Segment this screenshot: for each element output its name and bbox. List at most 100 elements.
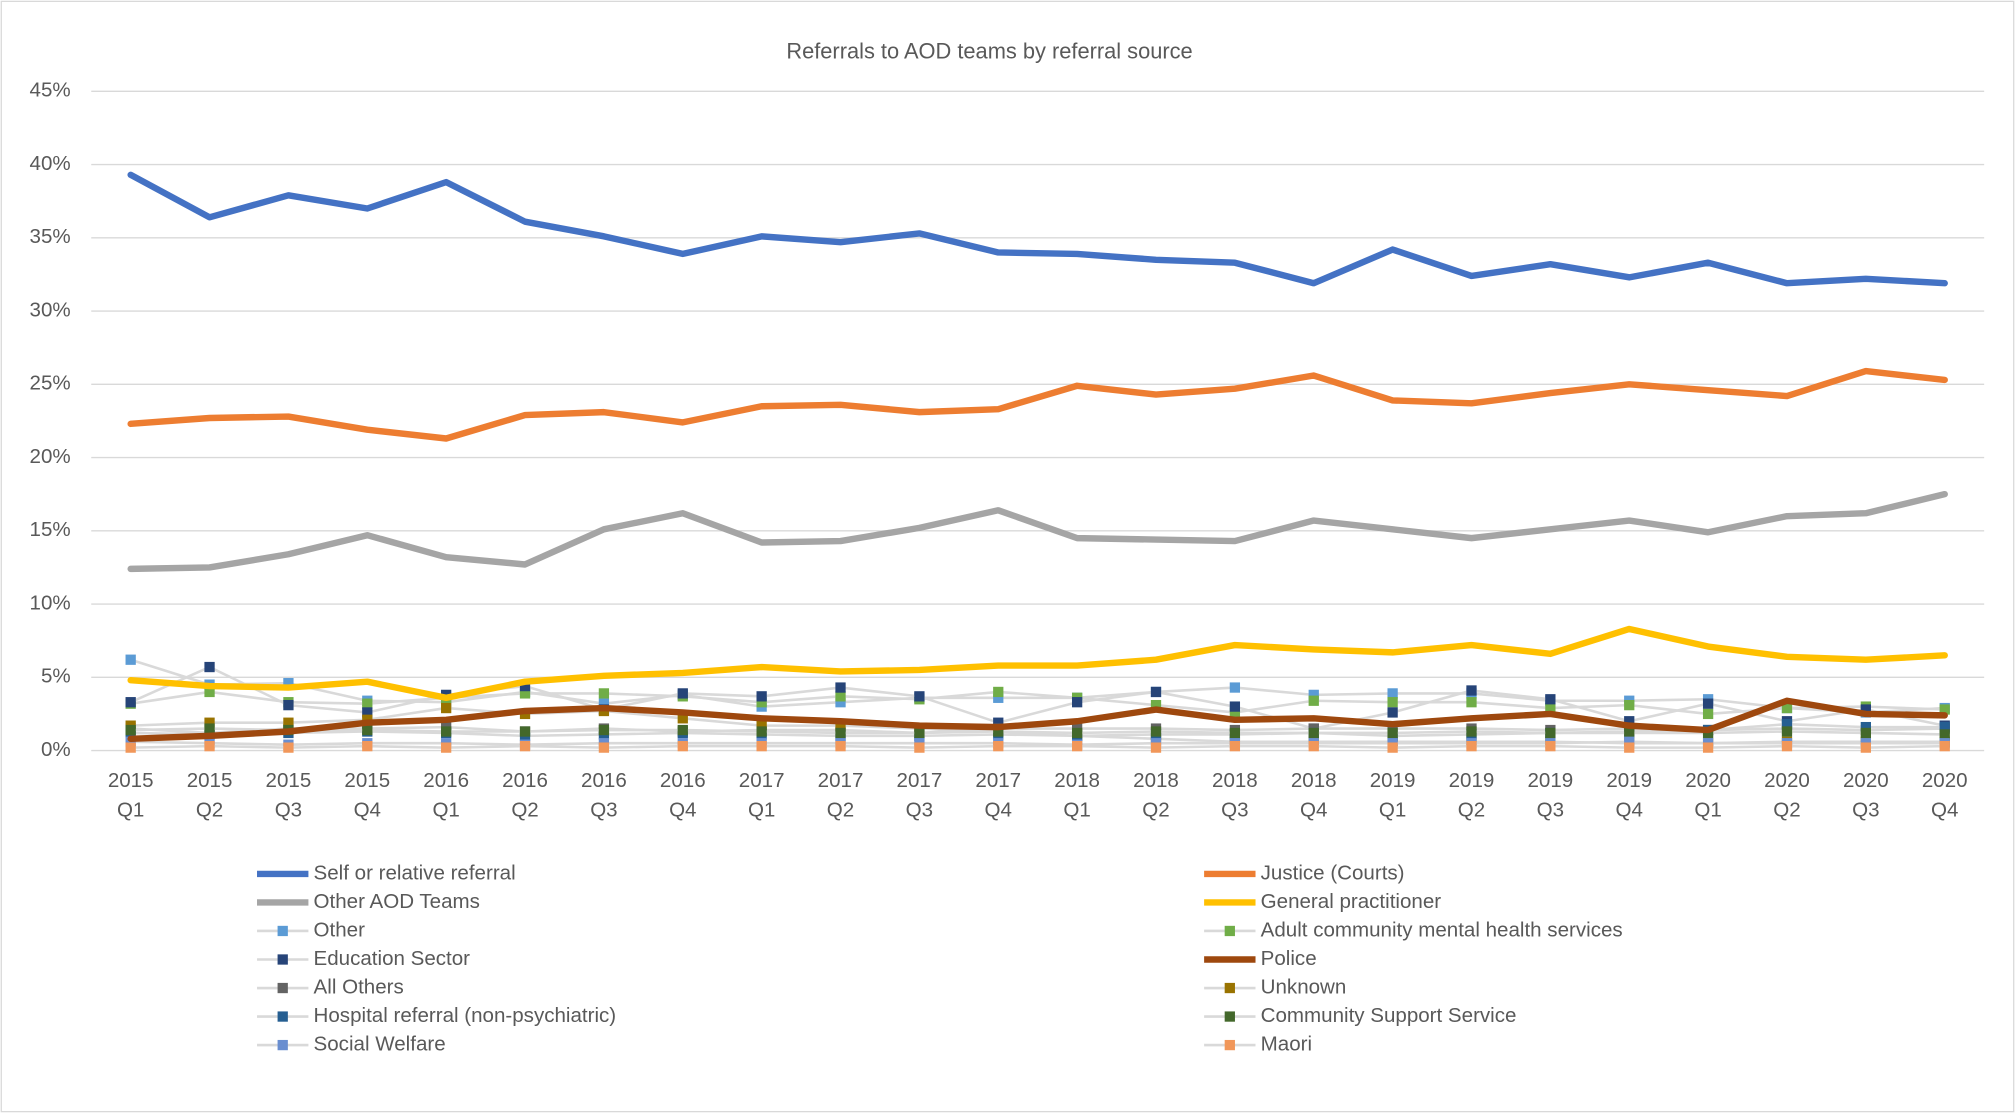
legend-label: Social Welfare bbox=[314, 1033, 446, 1056]
legend-marker bbox=[277, 925, 288, 937]
series-marker bbox=[756, 726, 767, 737]
series-marker bbox=[362, 724, 373, 736]
series-marker bbox=[993, 726, 1004, 737]
y-tick-label: 45% bbox=[30, 79, 71, 102]
series-marker bbox=[835, 691, 846, 702]
series-marker bbox=[914, 742, 925, 753]
legend-label: Self or relative referral bbox=[314, 861, 516, 884]
series-marker bbox=[125, 724, 136, 736]
x-tick-label: 2018 bbox=[1054, 769, 1100, 792]
series-marker bbox=[1702, 698, 1714, 709]
x-tick-label: 2019 bbox=[1449, 769, 1495, 792]
series-marker bbox=[1939, 704, 1950, 715]
x-tick-label: Q3 bbox=[275, 798, 302, 821]
x-tick-label: Q1 bbox=[117, 798, 144, 821]
series-marker bbox=[519, 688, 531, 699]
series-marker bbox=[1150, 742, 1162, 753]
x-tick-label: Q4 bbox=[985, 798, 1012, 821]
series-marker bbox=[1624, 716, 1635, 727]
series-marker bbox=[204, 686, 215, 698]
series-marker bbox=[1781, 741, 1793, 752]
series-marker bbox=[1860, 721, 1871, 733]
x-tick-label: Q3 bbox=[1852, 798, 1879, 821]
x-tick-label: 2017 bbox=[897, 769, 943, 792]
series-marker bbox=[519, 741, 531, 752]
x-tick-label: Q3 bbox=[1221, 798, 1248, 821]
series-marker bbox=[519, 680, 531, 692]
legend-label: Education Sector bbox=[314, 947, 471, 970]
y-tick-label: 15% bbox=[30, 518, 71, 541]
series-marker bbox=[1387, 688, 1398, 699]
x-tick-label: 2017 bbox=[739, 769, 785, 792]
series-marker bbox=[1702, 742, 1714, 753]
x-tick-label: 2015 bbox=[344, 769, 390, 792]
legend-marker bbox=[1224, 982, 1235, 994]
x-tick-label: Q1 bbox=[1379, 798, 1406, 821]
series-marker bbox=[125, 697, 136, 708]
series-marker bbox=[835, 697, 846, 708]
x-tick-label: Q2 bbox=[1458, 798, 1485, 821]
series-marker bbox=[441, 742, 452, 753]
series-marker bbox=[283, 742, 294, 753]
series-marker bbox=[1545, 702, 1556, 714]
series-marker bbox=[1624, 699, 1635, 711]
series-marker bbox=[1150, 726, 1162, 737]
x-tick-label: 2020 bbox=[1922, 769, 1968, 792]
x-tick-label: Q2 bbox=[196, 798, 223, 821]
x-tick-label: 2020 bbox=[1843, 769, 1889, 792]
series-marker bbox=[598, 688, 610, 699]
series-marker bbox=[993, 692, 1004, 703]
y-tick-label: 25% bbox=[30, 372, 71, 395]
x-tick-label: Q3 bbox=[1537, 798, 1564, 821]
series-line bbox=[129, 740, 1947, 746]
series-marker bbox=[598, 742, 610, 753]
series-marker bbox=[1466, 685, 1477, 696]
series-line bbox=[127, 171, 1948, 287]
series-marker bbox=[1387, 697, 1398, 708]
legend-label: Justice (Courts) bbox=[1261, 861, 1405, 884]
x-tick-label: Q4 bbox=[1616, 798, 1643, 821]
series-marker bbox=[1387, 742, 1398, 753]
series-marker bbox=[1071, 697, 1083, 708]
x-tick-label: Q2 bbox=[1773, 798, 1800, 821]
series-marker bbox=[1624, 742, 1635, 753]
series-marker bbox=[756, 697, 767, 708]
series-line bbox=[127, 490, 1948, 573]
y-tick-label: 5% bbox=[41, 665, 71, 688]
x-tick-label: Q1 bbox=[1063, 798, 1090, 821]
legend-label: Other bbox=[314, 918, 366, 941]
legend-marker bbox=[277, 982, 288, 994]
series-marker bbox=[598, 698, 610, 709]
series-marker bbox=[1229, 741, 1241, 752]
series-marker bbox=[362, 698, 373, 709]
legend-label: Community Support Service bbox=[1261, 1004, 1517, 1027]
x-tick-label: 2019 bbox=[1606, 769, 1652, 792]
series-marker bbox=[1545, 741, 1556, 752]
x-tick-label: 2018 bbox=[1133, 769, 1179, 792]
series-line bbox=[129, 722, 1947, 738]
x-tick-label: 2016 bbox=[581, 769, 627, 792]
series-marker bbox=[598, 724, 610, 736]
x-tick-label: Q4 bbox=[1300, 798, 1327, 821]
series-marker bbox=[1545, 727, 1556, 739]
series-marker bbox=[914, 727, 925, 739]
series-marker bbox=[1545, 694, 1556, 705]
series-marker bbox=[1781, 702, 1793, 714]
series-marker bbox=[125, 654, 136, 665]
legend-label: Other AOD Teams bbox=[314, 890, 480, 913]
series-marker bbox=[362, 707, 373, 718]
legend-marker bbox=[1224, 1011, 1235, 1022]
x-tick-label: Q4 bbox=[354, 798, 381, 821]
series-marker bbox=[1939, 729, 1950, 740]
series-marker bbox=[677, 724, 688, 736]
x-tick-label: Q2 bbox=[511, 798, 538, 821]
series-marker bbox=[362, 741, 373, 752]
series-marker bbox=[283, 699, 294, 711]
series-marker bbox=[441, 702, 452, 714]
legend-label: Adult community mental health services bbox=[1261, 918, 1623, 941]
legend-label: General practitioner bbox=[1261, 890, 1442, 913]
series-marker bbox=[1150, 686, 1162, 698]
series-marker bbox=[1071, 727, 1083, 739]
y-tick-label: 35% bbox=[30, 225, 71, 248]
